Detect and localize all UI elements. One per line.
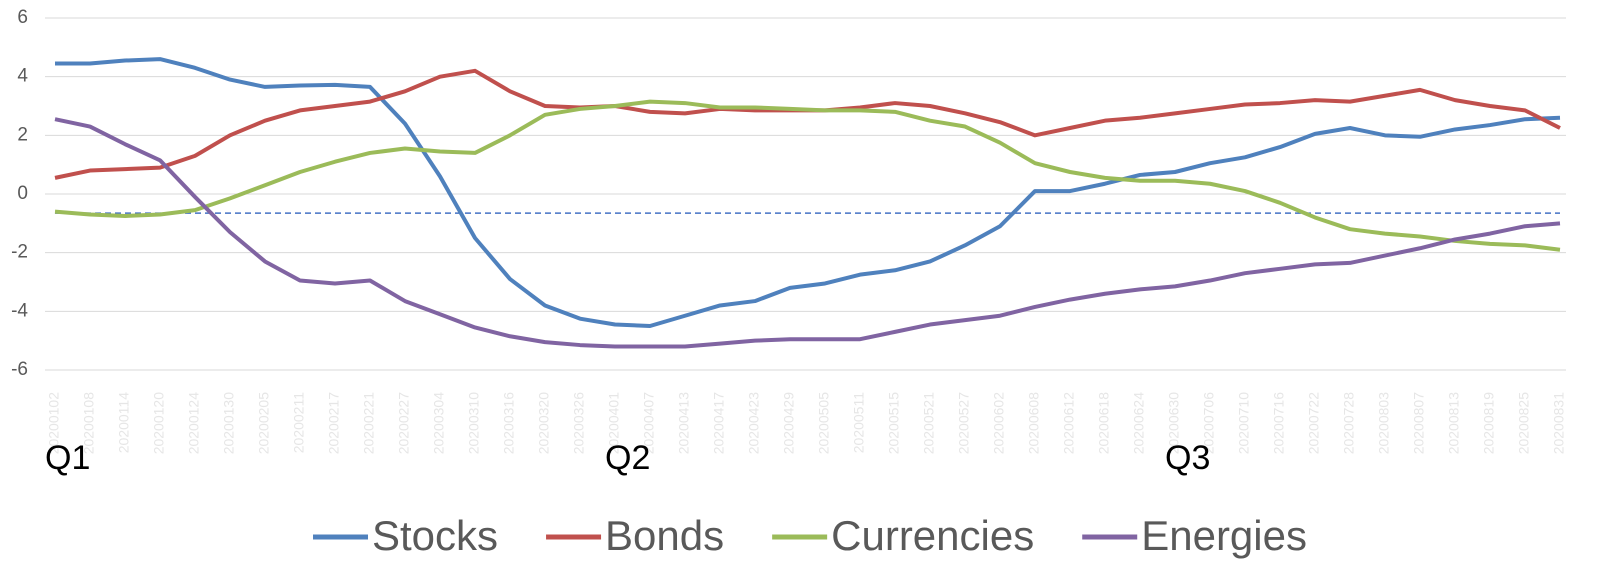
y-tick-label: 6	[17, 7, 28, 28]
x-tick-label: 20200825	[1516, 392, 1532, 455]
y-tick-label: -6	[11, 359, 28, 380]
x-tick-label: 20200527	[956, 392, 972, 455]
series-line	[54, 117, 1561, 349]
x-tick-label: 20200813	[1446, 392, 1462, 455]
x-tick-label: 20200706	[1201, 392, 1217, 455]
x-tick-label: 20200217	[326, 392, 342, 455]
y-tick-label: -2	[11, 242, 28, 263]
x-tick-label: 20200120	[151, 392, 167, 455]
x-tick-label: 20200401	[606, 392, 622, 455]
x-tick-label: 20200320	[536, 392, 552, 455]
x-tick-label: 20200710	[1236, 392, 1252, 455]
y-tick-label: 0	[17, 183, 28, 204]
legend-label: Energies	[1141, 512, 1307, 559]
legend-label: Bonds	[605, 512, 724, 559]
legend-label: Stocks	[372, 512, 498, 559]
x-tick-label: 20200114	[116, 392, 132, 453]
annotation: Q3	[1165, 439, 1210, 477]
x-tick-label: 20200326	[571, 392, 587, 455]
x-tick-label: 20200124	[186, 392, 202, 455]
x-tick-label: 20200407	[641, 392, 657, 455]
x-tick-label: 20200618	[1096, 392, 1112, 455]
x-tick-label: 20200630	[1166, 392, 1182, 455]
x-tick-label: 20200102	[46, 392, 62, 455]
x-tick-label: 20200310	[466, 392, 482, 455]
x-tick-label: 20200211	[291, 392, 307, 453]
x-tick-label: 20200108	[81, 392, 97, 455]
legend-label: Currencies	[831, 512, 1034, 559]
y-tick-label: 4	[17, 66, 28, 87]
x-tick-label: 20200413	[676, 392, 692, 455]
x-tick-label: 20200316	[501, 392, 517, 455]
x-tick-label: 20200716	[1271, 392, 1287, 455]
x-tick-label: 20200722	[1306, 392, 1322, 455]
x-tick-label: 20200803	[1376, 392, 1392, 455]
x-tick-label: 20200505	[816, 392, 832, 455]
series-line	[55, 57, 1561, 328]
x-tick-label: 20200728	[1341, 392, 1357, 455]
x-tick-label: 20200521	[921, 392, 937, 455]
x-tick-label: 20200515	[886, 392, 902, 455]
x-tick-label: 20200831	[1551, 392, 1567, 455]
annotation: Q1	[45, 439, 90, 477]
y-tick-label: 2	[17, 124, 28, 145]
x-tick-label: 20200624	[1131, 392, 1147, 455]
x-tick-label: 20200304	[431, 392, 447, 455]
x-tick-label: 20200612	[1061, 392, 1077, 455]
x-tick-label: 20200417	[711, 392, 727, 455]
y-tick-label: -4	[11, 300, 28, 321]
x-tick-label: 20200130	[221, 392, 237, 455]
legend: Stocks Bonds Currencies Energies	[313, 512, 1307, 559]
x-tick-label: 20200511	[851, 392, 867, 453]
annotation: Q2	[605, 439, 650, 477]
x-tick-label: 20200221	[361, 392, 377, 455]
x-tick-label: 20200608	[1026, 392, 1042, 455]
x-tick-label: 20200807	[1411, 392, 1427, 455]
x-tick-label: 20200205	[256, 392, 272, 455]
x-tick-label: 20200227	[396, 392, 412, 455]
x-tick-label: 20200423	[746, 392, 762, 455]
series-line	[54, 99, 1561, 252]
x-tick-label: 20200819	[1481, 392, 1497, 455]
x-tick-label: 20200602	[991, 392, 1007, 455]
x-tick-label: 20200429	[781, 392, 797, 455]
